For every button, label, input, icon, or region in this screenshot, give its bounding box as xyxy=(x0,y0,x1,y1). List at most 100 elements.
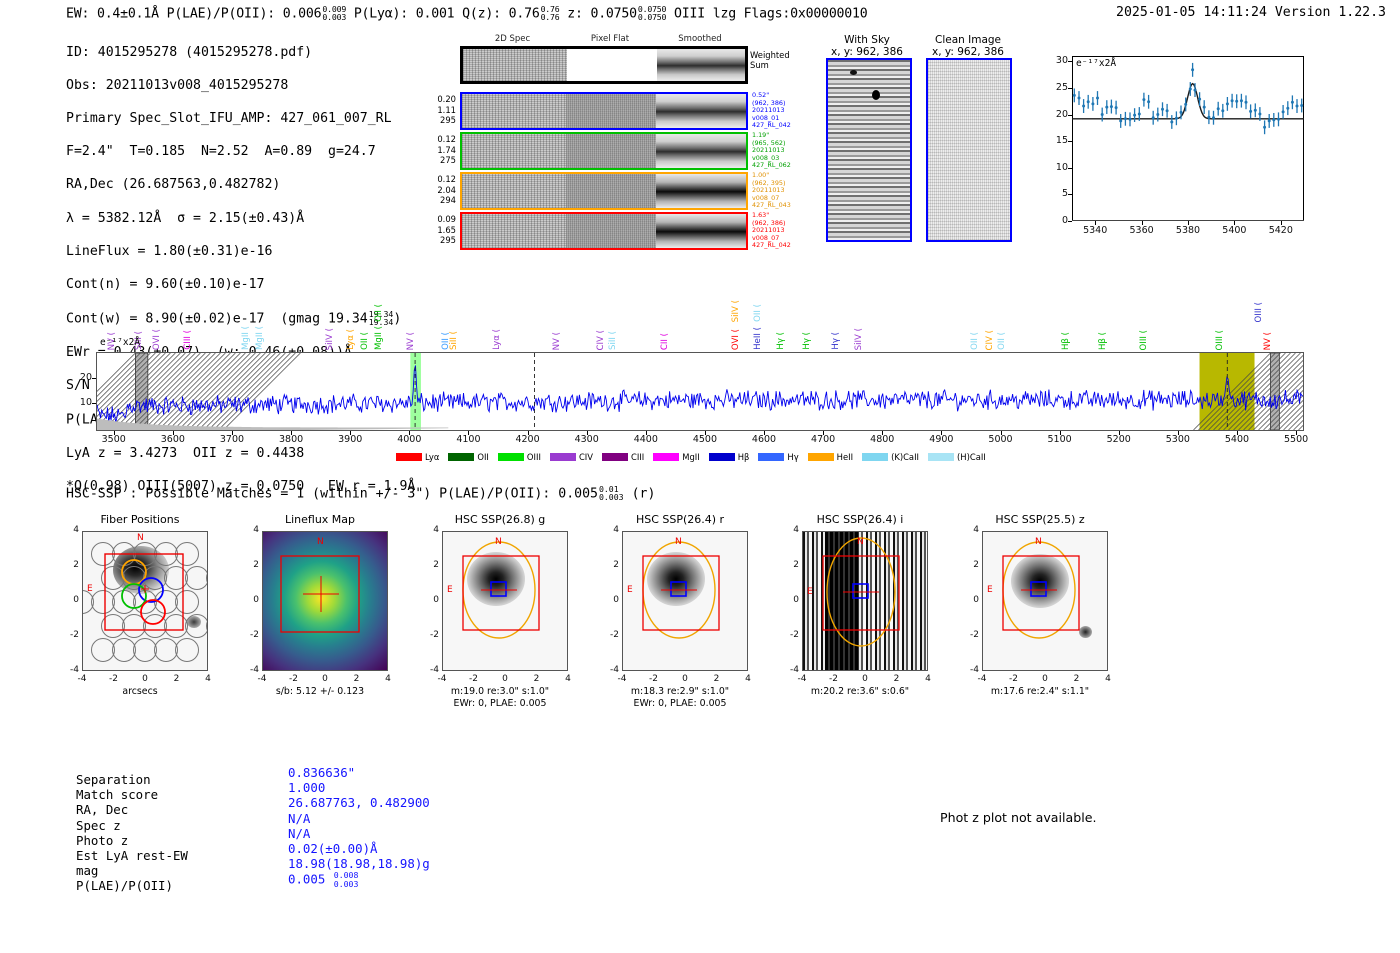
legend-item: Hγ xyxy=(758,452,799,462)
spectrum-line-label: NV ( xyxy=(552,331,563,350)
spectrum-xtick: 3800 xyxy=(278,434,304,445)
hsc-xtick: 2 xyxy=(713,674,720,684)
legend-label: CIV xyxy=(578,452,593,462)
spectrum-line-label: OIII ( xyxy=(1215,329,1226,350)
spec2d-panel: 2D Spec Pixel Flat Smoothed Weighted Sum… xyxy=(437,34,791,250)
hsc-panel-caption-primary: m:17.6 re:2.4" s:1.1" xyxy=(990,686,1090,697)
cutout-title-clean: Clean Image x, y: 962, 386 xyxy=(920,34,1016,58)
hsc-ytick: -2 xyxy=(790,630,799,640)
spectrum-line-label: SiIV ( xyxy=(730,299,741,322)
spectrum-xtick: 4400 xyxy=(633,434,658,445)
version-label: Version 1.22.3 xyxy=(1274,5,1386,20)
spectrum-line-label: SiII ( xyxy=(449,331,460,350)
spectrum-line-label: CII ( xyxy=(660,332,671,350)
spectrum-xtick: 5400 xyxy=(1224,434,1250,445)
hsc-headline: HSC-SSP : Possible Matches = 1 (within +… xyxy=(66,485,655,502)
spectrum-line-label: OII ( xyxy=(997,332,1008,350)
info-id: ID: 4015295278 (4015295278.pdf) xyxy=(66,44,313,60)
hsc-ytick: -4 xyxy=(430,665,439,675)
match-table-label: Match score xyxy=(76,787,159,803)
legend-swatch xyxy=(497,453,524,461)
hsc-xtick: 0 xyxy=(142,674,148,684)
legend-item: CIV xyxy=(549,452,593,462)
hsc-ytick: 4 xyxy=(973,525,979,535)
linefit-xtick: 5400 xyxy=(1222,225,1247,236)
spectrum-line-label: OIII ( xyxy=(1254,301,1265,322)
photoz-note: Phot z plot not available. xyxy=(940,810,1097,825)
fiber-nums-3: 0.12 2.04 294 xyxy=(437,174,456,206)
spectrum-line-label: Hβ ( xyxy=(1098,331,1109,350)
match-table-label: Separation xyxy=(76,772,151,787)
svg-text:E: E xyxy=(447,585,453,595)
legend-label: OII xyxy=(477,452,489,462)
hsc-xtick: 0 xyxy=(682,674,688,684)
spectrum-xtick: 4100 xyxy=(456,434,481,445)
match-table-value: 0.836636" xyxy=(288,765,356,780)
hsc-panel-image[interactable]: N xyxy=(262,531,388,671)
hsc-ytick: 0 xyxy=(973,595,979,605)
hsc-panel-image[interactable]: N E xyxy=(622,531,748,671)
match-table-value: 1.000 xyxy=(288,780,326,796)
spectrum-line-label: MgII ( xyxy=(255,325,266,350)
header-flags: OIII lzg Flags:0x00000010 xyxy=(674,6,868,22)
hsc-ytick: -4 xyxy=(790,665,799,675)
svg-text:N: N xyxy=(857,537,864,547)
cutout-with-sky xyxy=(826,58,912,242)
spectrum-xtick: 4500 xyxy=(692,434,717,445)
hsc-ytick: -2 xyxy=(610,630,619,640)
legend-swatch xyxy=(448,453,475,461)
legend-label: (K)CaII xyxy=(891,452,920,462)
legend-swatch xyxy=(807,453,834,461)
header-summary-line: EW: 0.4±0.1Å P(LAE)/P(OII): 0.006 0.009 0.… xyxy=(66,5,868,22)
hsc-xtick: -2 xyxy=(1009,674,1018,684)
info-obs: Obs: 20211013v008_4015295278 xyxy=(66,77,289,93)
match-table-label: mag xyxy=(76,863,99,879)
spectrum-xtick: 5500 xyxy=(1283,434,1309,445)
cutout-clean-coords: x, y: 962, 386 xyxy=(932,46,1004,58)
info-cont-n: Cont(n) = 9.60(±0.10)e-17 xyxy=(66,276,265,292)
z-bounds: 0.0750 0.0750 xyxy=(637,4,667,23)
hsc-xtick: 0 xyxy=(502,674,508,684)
spectrum-ytick: 10 xyxy=(79,397,92,409)
spectrum-line-label: OII ( xyxy=(359,332,370,350)
spectrum-line-label: OIII ( xyxy=(1138,329,1149,350)
hsc-ytick: -2 xyxy=(70,630,79,640)
hsc-xtick: 2 xyxy=(1073,674,1080,684)
spectrum-line-labels: NV (SiII (OVI (CIII (MgII (MgII (SiIV (L… xyxy=(96,276,1304,352)
spectrum-line-label: OVI ( xyxy=(151,328,162,350)
hsc-xtick: 4 xyxy=(925,674,931,684)
hsc-ytick: -2 xyxy=(430,630,439,640)
fiber-row-3 xyxy=(460,172,748,210)
spectrum-ytick: 20 xyxy=(79,371,92,383)
spectrum-line-label: Lyα ( xyxy=(345,329,356,350)
hsc-panel-image[interactable]: N E xyxy=(802,531,928,671)
linefit-ytick: 30 xyxy=(1055,55,1068,67)
hsc-panel-image[interactable]: N E xyxy=(82,531,208,671)
spectrum-line-label: SiIV ( xyxy=(325,327,336,350)
linefit-flux-annotation: e⁻¹⁷x2Å xyxy=(1076,58,1117,69)
hsc-xtick: 2 xyxy=(173,674,180,684)
hsc-ytick: -4 xyxy=(610,665,619,675)
hsc-ytick: -4 xyxy=(970,665,979,675)
hsc-xtick: -2 xyxy=(829,674,838,684)
hsc-xtick: -4 xyxy=(437,674,447,684)
hsc-xtick: 2 xyxy=(353,674,360,684)
hsc-ytick: 2 xyxy=(253,560,259,570)
info-cont-w: Cont(w) = 8.90(±0.02)e-17 (gmag 19.34 19.… xyxy=(66,309,402,328)
svg-text:E: E xyxy=(807,587,813,597)
hsc-panel-image[interactable]: N E xyxy=(442,531,568,671)
legend-item: MgII xyxy=(653,452,700,462)
spectrum-line-label: Hγ ( xyxy=(801,332,812,350)
cutout-title-withsky: With Sky x, y: 962, 386 xyxy=(822,34,912,58)
hsc-panel-image[interactable]: N E xyxy=(982,531,1108,671)
hsc-panel-title: HSC SSP(25.5) z xyxy=(995,513,1085,526)
fiber-meta-3: 1.00" (962, 395) 20211013 v008_07 427_RL… xyxy=(752,171,791,210)
info-radec: RA,Dec (26.687563,0.482782) xyxy=(66,177,281,193)
hsc-panel-caption-primary: s/b: 5.12 +/- 0.123 xyxy=(275,686,365,697)
col-header-2dspec: 2D Spec xyxy=(494,34,531,44)
spectrum-line-label: CIV ( xyxy=(984,329,995,351)
hsc-xtick: 0 xyxy=(1042,674,1048,684)
match-table-label: P(LAE)/P(OII) xyxy=(76,878,173,894)
linefit-chart: e⁻¹⁷x2Å 0 5 10 15 20 25 30 5340 5360 5380 5400 542… xyxy=(1030,48,1315,248)
hsc-panel-caption-secondary: EWr: 0, PLAE: 0.005 xyxy=(633,698,727,709)
